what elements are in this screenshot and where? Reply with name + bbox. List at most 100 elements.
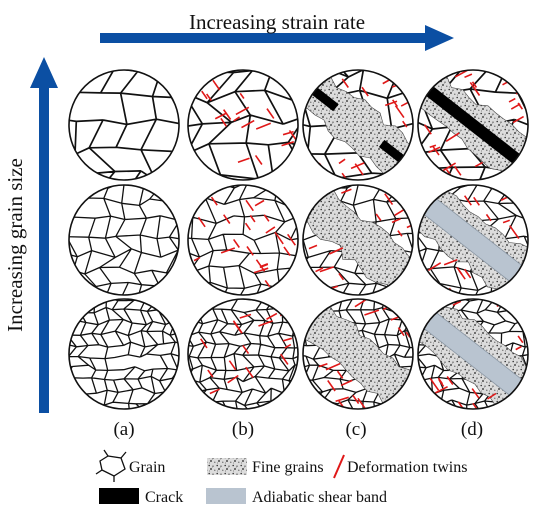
deformation-twin: [266, 108, 275, 119]
legend-item-crack: Crack: [99, 488, 183, 506]
deformation-twin: [463, 195, 472, 206]
panel-row2-a: [68, 184, 180, 296]
deformation-twin: [512, 115, 524, 124]
deformation-twin: [239, 92, 245, 99]
deformation-twin: [264, 279, 271, 288]
deformation-twin: [237, 157, 250, 164]
deformation-twin: [384, 100, 398, 107]
deformation-twin: [405, 331, 411, 338]
deformation-twin: [445, 132, 460, 143]
deformation-twin: [352, 394, 360, 405]
deformation-twin: [193, 256, 201, 262]
deformation-twin: [254, 199, 265, 207]
deformation-twin: [453, 165, 462, 176]
deformation-twin: [434, 283, 443, 294]
deformation-twin: [325, 362, 341, 371]
deformation-twin: [253, 267, 269, 274]
panel-row2-b: [187, 184, 299, 296]
panel-row3-a: [68, 298, 180, 410]
deformation-twin: [318, 362, 328, 368]
deformation-twin: [289, 162, 297, 172]
panel-border: [302, 298, 414, 410]
panel-row3-b: [187, 298, 299, 410]
deformation-twin: [443, 259, 458, 266]
deformation-twin: [246, 246, 254, 256]
deformation-twin: [516, 201, 524, 207]
column-label-d: (d): [461, 419, 483, 440]
deformation-twin: [423, 124, 432, 135]
panel-border: [417, 69, 529, 181]
deformation-twin: [442, 162, 457, 172]
deformation-twin: [232, 320, 243, 334]
deformation-twin: [206, 93, 212, 102]
legend-item-grain: Grain: [95, 449, 165, 482]
deformation-twin: [429, 377, 440, 391]
deformation-twin: [384, 193, 394, 206]
panel-border: [302, 184, 414, 296]
deformation-twin: [394, 105, 405, 119]
deformation-twin: [207, 369, 214, 378]
deformation-twin: [517, 335, 524, 344]
deformation-twin: [361, 86, 369, 97]
deformation-twin: [463, 268, 472, 279]
deformation-twin: [319, 266, 334, 273]
deformation-twin: [282, 337, 293, 342]
deformation-twin: [284, 343, 292, 349]
y-axis-title: Increasing grain size: [3, 158, 27, 332]
panel-border: [187, 184, 299, 296]
deformation-twin: [485, 213, 492, 222]
deformation-twin: [336, 370, 344, 379]
deformation-twin: [469, 81, 481, 96]
deformation-twin: [515, 77, 525, 84]
deformation-twin: [263, 214, 270, 222]
deformation-twin: [397, 327, 405, 337]
deformation-twin: [341, 78, 349, 88]
deformation-twin: [508, 97, 516, 103]
deformation-twin: [464, 73, 473, 79]
adiabatic-shear-band: [418, 185, 528, 295]
panel-border: [417, 184, 529, 296]
legend-label-fine-grains: Fine grains: [252, 459, 324, 476]
deformation-twin: [287, 233, 296, 246]
deformation-twin: [282, 130, 294, 136]
deformation-twin: [474, 161, 483, 168]
deformation-twin: [266, 173, 275, 180]
deformation-twin: [327, 380, 336, 392]
deformation-twin: [402, 120, 408, 128]
panel-border: [187, 69, 299, 181]
deformation-twin: [199, 338, 208, 349]
deformation-twin: [500, 196, 509, 201]
deformation-twin: [452, 300, 462, 306]
deformation-twin: [283, 246, 291, 257]
legend-label-crack: Crack: [145, 489, 183, 506]
column-label-b: (b): [232, 419, 254, 440]
deformation-twin: [209, 388, 220, 395]
grain-boundary-network: [69, 70, 179, 180]
deformation-twin: [233, 116, 241, 122]
deformation-twin: [254, 155, 263, 165]
deformation-twin: [223, 214, 231, 224]
deformation-twin: [471, 388, 480, 399]
panel-row1-d: [417, 69, 529, 181]
legend-label-grain: Grain: [129, 459, 165, 476]
deformation-twin: [509, 225, 520, 240]
grain-icon: [99, 455, 126, 477]
deformation-twin: [242, 344, 250, 355]
deformation-twin: [228, 360, 237, 371]
deformation-twin: [308, 244, 318, 250]
deformation-twin: [340, 379, 353, 387]
deformation-twin: [432, 145, 440, 156]
panel-border: [302, 69, 414, 181]
panel-border: [68, 184, 180, 296]
deformation-twin: [277, 396, 285, 400]
deformation-twin: [223, 109, 232, 120]
column-label-c: (c): [345, 419, 366, 440]
legend-item-fine-grains: Fine grains: [207, 458, 324, 476]
deformation-twin: [214, 112, 227, 120]
legend-label-asb: Adiabatic shear band: [252, 489, 387, 506]
deformation-twin: [235, 106, 250, 116]
panel-row1-a: [68, 69, 180, 181]
deformation-twin: [341, 188, 352, 194]
deformation-twin: [456, 266, 463, 275]
deformation-twin: [517, 311, 524, 320]
